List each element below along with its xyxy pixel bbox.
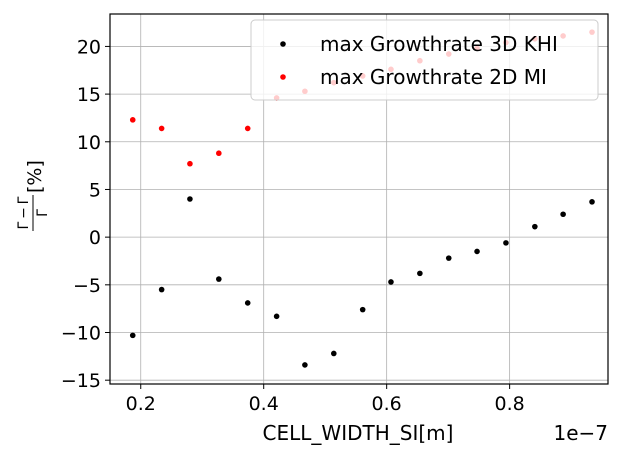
x-tick-label: 0.8 xyxy=(495,393,525,415)
y-axis-label: Γ̄ − Γ Γ [%] xyxy=(16,160,51,231)
x-tick-label: 0.4 xyxy=(249,393,279,415)
legend: max Growthrate 3D KHI max Growthrate 2D … xyxy=(250,19,599,101)
y-tick-label: 20 xyxy=(77,36,101,58)
y-tick-label: −15 xyxy=(61,370,101,392)
y-tick-label: 15 xyxy=(77,84,101,106)
data-point-3d-khi xyxy=(273,313,280,320)
y-label-numerator: Γ̄ − Γ xyxy=(16,196,32,229)
x-tick-label: 0.2 xyxy=(126,393,156,415)
y-tick-label: 0 xyxy=(89,227,101,249)
data-point-3d-khi xyxy=(129,332,136,339)
data-point-3d-khi xyxy=(532,223,538,230)
data-point-2d-mi xyxy=(187,160,193,167)
data-point-3d-khi xyxy=(560,211,566,218)
legend-label-3d-khi: max Growthrate 3D KHI xyxy=(320,32,558,56)
data-point-3d-khi xyxy=(503,240,509,246)
ticks: 0.2 0.4 0.6 0.8 −15 −10 −5 0 5 10 15 20 xyxy=(61,36,525,415)
data-point-3d-khi xyxy=(589,199,595,205)
data-point-2d-mi xyxy=(216,150,222,157)
legend-box xyxy=(250,19,599,101)
y-label-suffix: [%] xyxy=(24,160,46,193)
data-point-2d-mi xyxy=(244,125,251,132)
x-offset-label: 1e−7 xyxy=(553,421,608,445)
data-point-3d-khi xyxy=(187,196,193,202)
y-label-denominator: Γ xyxy=(35,209,51,217)
data-point-3d-khi xyxy=(417,270,423,277)
data-point-3d-khi xyxy=(330,350,337,357)
data-point-2d-mi xyxy=(129,117,136,123)
data-point-3d-khi xyxy=(359,306,366,313)
y-tick-label: −5 xyxy=(73,275,101,297)
y-tick-label: 5 xyxy=(89,179,101,201)
data-point-3d-khi xyxy=(216,276,222,282)
x-tick-label: 0.6 xyxy=(372,393,402,415)
axes-frame xyxy=(109,13,609,385)
legend-marker-2d-mi xyxy=(280,74,286,80)
data-point-3d-khi xyxy=(388,279,394,285)
y-tick-label: 10 xyxy=(77,132,101,154)
y-tick-label: −10 xyxy=(61,323,101,345)
data-point-2d-mi xyxy=(158,125,165,132)
legend-label-2d-mi: max Growthrate 2D MI xyxy=(320,65,547,89)
legend-marker-3d-khi xyxy=(280,41,286,47)
data-point-3d-khi xyxy=(474,248,480,255)
x-axis-label: CELL_WIDTH_SI[m] xyxy=(263,421,454,445)
data-point-3d-khi xyxy=(445,255,452,261)
data-point-3d-khi xyxy=(158,286,165,293)
data-point-3d-khi xyxy=(302,362,308,368)
data-point-3d-khi xyxy=(244,300,251,306)
